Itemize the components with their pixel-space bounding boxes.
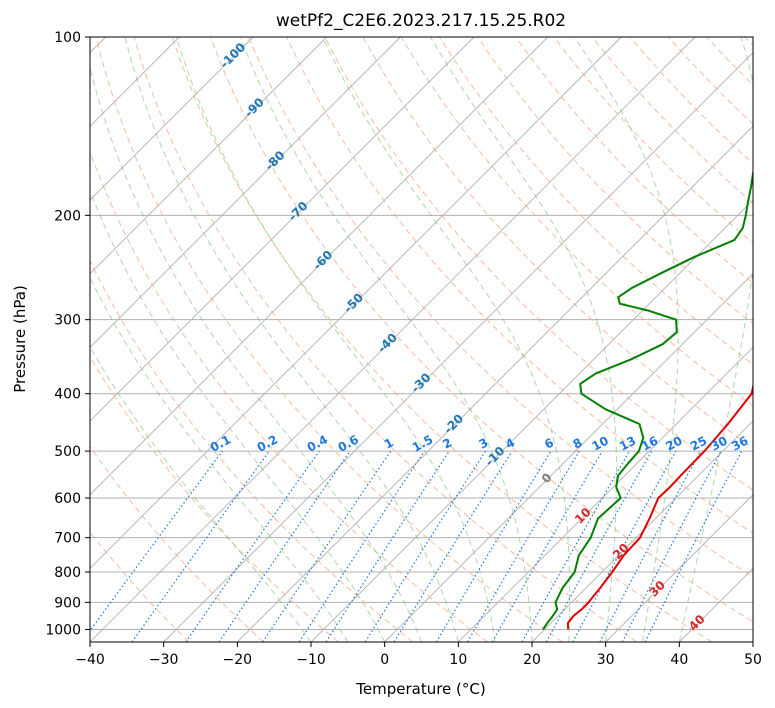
x-axis-tick-label: 10 <box>449 652 467 668</box>
dry-adiabat-line <box>591 37 753 204</box>
plot-frame <box>89 36 754 643</box>
dry-adiabat-line <box>90 259 414 642</box>
isotherm-line <box>90 37 475 422</box>
y-axis-tick-label: 800 <box>54 565 81 581</box>
moist-adiabat-line <box>574 37 679 642</box>
mixing-ratio-label: 30 <box>708 433 729 453</box>
axes-layer: −40 −30 −20 −10 0 10 20 30 40 50 100 200 300 400 500 60… <box>45 30 762 668</box>
isotherm-line <box>90 37 696 642</box>
y-axis-tick-label: 1000 <box>45 622 81 638</box>
plot-area: 0.1 0.2 0.4 0.6 1 1.5 2 3 4 6 8 10 13 16 20 25 30 36-100-… <box>90 37 753 642</box>
dry-adiabat-line <box>629 37 753 165</box>
isotherm-line <box>90 37 548 496</box>
y-axis-tick-label: 900 <box>54 595 81 611</box>
y-axis-tick-label: 200 <box>54 208 81 224</box>
dry-adiabat-line <box>133 37 638 642</box>
mixing-ratio-line <box>466 450 580 642</box>
isotherm-line <box>384 273 753 642</box>
mixing-ratio-label: 25 <box>688 433 709 453</box>
x-axis-tick-label: 0 <box>380 652 389 668</box>
mixing-ratio-line <box>90 450 223 632</box>
dry-adiabat-line <box>171 37 712 642</box>
mixing-ratio-line <box>185 450 320 642</box>
profile-series-layer <box>542 169 753 630</box>
y-axis-tick-label: 400 <box>54 387 81 403</box>
x-axis-tick-label: −30 <box>149 652 179 668</box>
moist-adiabat-line <box>678 37 753 642</box>
isotherm-line <box>90 37 401 348</box>
y-axis-title: Pressure (hPa) <box>11 285 29 393</box>
isotherm-line <box>90 37 622 569</box>
dry-adiabat-line <box>324 37 753 491</box>
dry-adiabat-line <box>400 37 753 407</box>
grid-layer <box>90 37 753 642</box>
moist-adiabat-line <box>175 37 496 642</box>
y-axis-tick-label: 500 <box>54 444 81 460</box>
mixing-ratio-line <box>491 450 603 642</box>
isotherm-line <box>531 420 753 642</box>
mixing-ratio-line <box>393 450 513 642</box>
mixing-ratio-label: 36 <box>729 433 750 453</box>
x-axis-tick-label: −40 <box>75 652 105 668</box>
mixing-ratio-label: 10 <box>590 433 611 453</box>
dewpoint-profile-line <box>542 169 753 630</box>
mixing-ratio-line <box>325 450 450 642</box>
moist-adiabat-line <box>90 345 312 642</box>
x-axis-tick-label: 20 <box>523 652 541 668</box>
dry-adiabat-line <box>477 37 753 325</box>
mixing-ratio-line <box>521 450 631 642</box>
isotherm-line <box>90 37 327 275</box>
isotherm-line <box>458 346 753 642</box>
chart-title: wetPf2_C2E6.2023.217.15.25.R02 <box>276 11 566 31</box>
mixing-ratio-line <box>545 450 653 642</box>
isotherm-line <box>163 52 753 642</box>
dry-adiabat-line <box>248 37 753 578</box>
moist-adiabat-line <box>90 276 349 642</box>
mixing-ratio-line <box>435 450 552 642</box>
mixing-ratio-label: 16 <box>639 433 660 453</box>
y-axis-tick-label: 300 <box>54 313 81 329</box>
moist-adiabat-line <box>322 37 571 642</box>
y-axis-tick-label: 600 <box>54 491 81 507</box>
dry-adiabat-line <box>515 37 753 284</box>
mixing-ratio-line <box>218 450 351 642</box>
x-axis-tick-label: 50 <box>744 652 762 668</box>
isotherm-line <box>237 125 753 642</box>
mixing-ratio-line <box>131 450 270 642</box>
mixing-ratio-label: 13 <box>617 433 638 453</box>
dry-adiabat-line <box>90 445 264 642</box>
x-axis-tick-label: 40 <box>670 652 688 668</box>
moist-adiabat-line <box>90 65 422 642</box>
x-axis-tick-label: 30 <box>597 652 615 668</box>
moist-adiabat-line <box>239 37 533 642</box>
x-axis-title: Temperature (°C) <box>355 680 485 698</box>
x-axis-tick-label: −10 <box>296 652 326 668</box>
moist-adiabat-line <box>90 189 386 642</box>
dry-adiabat-line <box>95 37 563 642</box>
moist-adiabat-line <box>124 37 459 642</box>
dry-adiabat-line <box>362 37 753 449</box>
dry-adiabat-line <box>210 37 753 623</box>
x-axis-tick-label: −20 <box>223 652 253 668</box>
y-axis-tick-label: 700 <box>54 531 81 547</box>
isotherm-line <box>605 494 753 642</box>
mixing-ratio-label: 20 <box>663 433 684 453</box>
temperature-profile-line <box>567 382 753 630</box>
mixing-ratio-line <box>364 450 486 642</box>
y-axis-tick-label: 100 <box>54 30 81 46</box>
isotherm-line <box>90 37 254 201</box>
mixing-ratio-line <box>572 450 677 642</box>
